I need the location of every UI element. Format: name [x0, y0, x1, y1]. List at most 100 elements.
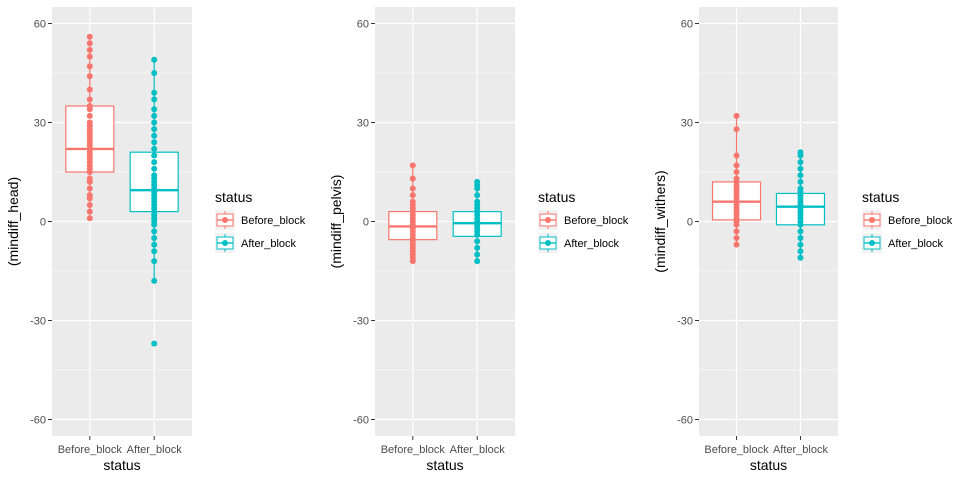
legend-entry-label: Before_block — [241, 215, 306, 227]
data-point — [474, 258, 481, 265]
data-point — [151, 56, 158, 63]
y-tick-label: 0 — [363, 217, 369, 229]
legend-key-after-block — [862, 233, 882, 253]
legend-key-before-block — [538, 210, 558, 230]
data-point — [86, 175, 93, 182]
legend: status Before_block After_block — [862, 189, 953, 253]
data-point — [151, 228, 158, 235]
y-tick-label: -60 — [677, 415, 693, 427]
legend-key-after-block — [538, 233, 558, 253]
data-point — [151, 159, 158, 166]
legend-key-point — [222, 240, 228, 246]
data-point — [86, 46, 93, 53]
y-tick-label: -30 — [677, 316, 693, 328]
data-point — [151, 70, 158, 76]
data-point — [151, 96, 158, 103]
data-point — [733, 152, 740, 159]
x-tick-label: Before_block — [704, 444, 769, 456]
data-point — [86, 103, 93, 109]
data-point — [151, 258, 158, 265]
data-point — [409, 192, 416, 199]
data-point — [86, 192, 93, 199]
data-point — [86, 53, 93, 60]
data-point — [86, 73, 93, 80]
data-point — [797, 159, 804, 166]
data-point — [86, 215, 93, 222]
data-point — [86, 202, 93, 208]
y-tick-label: 60 — [681, 19, 693, 31]
data-point — [733, 228, 740, 235]
legend-entry-label: After_block — [241, 238, 297, 250]
y-tick-label: -30 — [30, 316, 46, 328]
x-tick-label: Before_block — [58, 444, 123, 456]
data-point — [151, 89, 158, 96]
y-axis-title: (mindiff_withers) — [652, 170, 668, 272]
data-point — [797, 185, 804, 192]
data-point — [409, 198, 416, 205]
boxplot-before-block — [711, 112, 762, 248]
y-tick-label: 30 — [357, 118, 369, 130]
legend-entry-label: Before_block — [888, 215, 953, 227]
y-tick-label: 60 — [34, 19, 46, 31]
data-point — [151, 119, 158, 126]
y-axis-title: (mindiff_head) — [5, 177, 21, 266]
x-axis-title: status — [750, 457, 787, 473]
data-point — [151, 112, 158, 119]
legend-key-point — [222, 217, 228, 223]
data-point — [474, 244, 481, 251]
legend-key-point — [869, 240, 875, 246]
legend-entry-label: After_block — [564, 238, 620, 250]
data-point — [86, 63, 93, 70]
data-point — [151, 132, 158, 139]
data-point — [86, 112, 93, 119]
x-tick-label: After_block — [773, 444, 829, 456]
data-point — [733, 235, 740, 241]
x-tick-label: Before_block — [381, 444, 446, 456]
legend-key-point — [545, 217, 551, 223]
legend-entry-label: Before_block — [564, 215, 629, 227]
data-point — [733, 241, 740, 248]
data-point — [151, 172, 158, 179]
y-tick-label: 30 — [34, 118, 46, 130]
data-point — [797, 178, 804, 185]
data-point — [474, 198, 481, 205]
legend: status Before_block After_block — [215, 189, 306, 253]
data-point — [733, 162, 740, 169]
legend-key-before-block — [215, 210, 235, 230]
y-tick-label: 60 — [357, 19, 369, 31]
y-tick-label: 0 — [687, 217, 693, 229]
boxplot-after-block — [452, 178, 502, 265]
data-point — [151, 152, 158, 159]
data-point — [797, 165, 804, 172]
data-point — [151, 126, 158, 133]
data-point — [151, 340, 158, 347]
data-point — [151, 145, 158, 152]
data-point — [86, 86, 93, 93]
data-point — [86, 208, 93, 215]
data-point — [733, 112, 740, 119]
data-point — [86, 33, 93, 40]
data-point — [409, 185, 416, 192]
legend-title: status — [538, 189, 575, 205]
data-point — [474, 192, 481, 199]
boxplot-after-block — [129, 56, 179, 347]
data-point — [86, 40, 93, 47]
data-point — [797, 235, 804, 241]
legend-title: status — [215, 189, 252, 205]
x-axis-title: status — [103, 457, 140, 473]
data-point — [797, 241, 804, 248]
data-point — [151, 139, 158, 146]
data-point — [797, 172, 804, 179]
data-point — [86, 119, 93, 126]
boxplot-before-block — [65, 33, 115, 222]
y-tick-label: -60 — [353, 415, 369, 427]
data-point — [86, 96, 93, 103]
legend-title: status — [862, 189, 899, 205]
y-tick-label: 0 — [40, 217, 46, 229]
legend-entry-label: After_block — [888, 238, 944, 250]
data-point — [151, 241, 158, 248]
